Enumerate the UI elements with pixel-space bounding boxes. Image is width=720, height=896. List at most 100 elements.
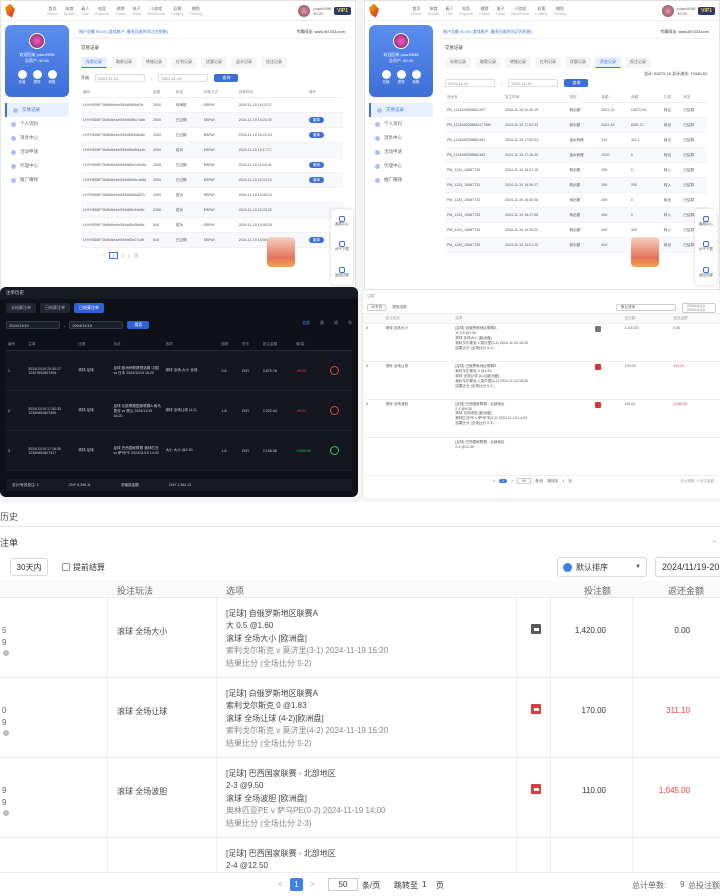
date-range-input[interactable]: 2024/11/19-2024/11/19 (682, 302, 716, 313)
sidebar-item-promote[interactable]: 推广赚钱 (369, 173, 433, 187)
date-to-input[interactable]: 2024/11/19 (69, 321, 124, 329)
nav-item-1[interactable]: 体育 Sports (64, 6, 76, 16)
pager-item-1[interactable]: 1 (499, 479, 508, 483)
transfer-button[interactable]: 转账 (411, 70, 421, 85)
days-filter-button[interactable]: 30天内 (10, 558, 48, 576)
promo-mascot-image[interactable] (631, 237, 659, 267)
pager-item-2[interactable]: > (511, 479, 514, 483)
pager-item-3[interactable]: 50 (517, 478, 532, 484)
search-button[interactable]: 查询 (214, 74, 239, 82)
result-tab-0[interactable]: 全部 (302, 320, 310, 325)
tab-0[interactable]: 存款记录 (81, 57, 107, 68)
tab-1[interactable]: 已结算注单 (40, 303, 70, 313)
pager-item-3[interactable]: > (127, 253, 131, 258)
back-to-top-button[interactable]: 返回顶部 (335, 266, 349, 278)
customer-service-button[interactable]: 客服中心 (699, 216, 713, 227)
date-to-input[interactable]: 2024-11-19 (158, 74, 209, 82)
nav-item-1[interactable]: 体育 Sports (428, 6, 440, 16)
sidebar-item-agent[interactable]: 代理中心 (5, 159, 69, 173)
back-to-top-button[interactable]: 返回顶部 (699, 266, 713, 278)
nav-item-6[interactable]: 小游戏 MiniGame (147, 6, 165, 16)
pager-item-5[interactable]: 跳转至 (547, 478, 559, 483)
receipt-icon[interactable] (531, 784, 541, 794)
cancel-button[interactable]: 撤单 (308, 116, 324, 123)
tab-4[interactable]: 优惠记录 (201, 57, 227, 68)
customer-service-button[interactable]: 客服中心 (335, 216, 349, 227)
nav-item-5[interactable]: 电子 Slots (496, 6, 505, 16)
prev-page-button[interactable]: < (278, 880, 283, 889)
sidebar-item-transactions[interactable]: 交易记录 (369, 103, 433, 117)
tab-3[interactable]: 红利记录 (535, 57, 561, 68)
result-tab-2[interactable]: 输 (334, 320, 338, 325)
sidebar-item-profile[interactable]: 个人资料 (369, 117, 433, 131)
deposit-button[interactable]: 充值 (381, 70, 391, 85)
tab-5[interactable]: 返水记录 (231, 57, 257, 68)
pager-item-7[interactable]: 页 (568, 478, 572, 483)
nav-item-7[interactable]: 彩票 Lottery (171, 6, 183, 16)
tab-2[interactable]: 已结算注单 (74, 303, 104, 313)
cancel-button[interactable]: 撤单 (308, 161, 324, 168)
sort-select[interactable]: 默认排序 ▼ (557, 557, 647, 577)
date-to-input[interactable]: 2024-11-19 (508, 79, 559, 87)
transfer-button[interactable]: 转账 (47, 70, 57, 85)
avatar[interactable] (662, 4, 675, 17)
nav-item-3[interactable]: 电竞 Esports (95, 6, 109, 16)
user-info[interactable]: pdan9598 ¥0.00 VIP1 (298, 4, 351, 17)
receipt-icon[interactable] (531, 624, 541, 634)
sidebar-item-activity[interactable]: 活动申请 (5, 145, 69, 159)
status-circle-icon[interactable] (330, 445, 340, 455)
sidebar-item-activity[interactable]: 活动申请 (369, 145, 433, 159)
deposit-button[interactable]: 充值 (17, 70, 27, 85)
pager-item-2[interactable]: 2 (121, 253, 124, 258)
receipt-icon[interactable] (531, 704, 541, 714)
avatar[interactable] (393, 33, 409, 49)
early-settle-checkbox[interactable]: 提前结算 (392, 305, 407, 309)
promo-mascot-image[interactable] (267, 237, 295, 267)
result-tab-3[interactable]: 和 (348, 320, 352, 325)
status-circle-icon[interactable] (330, 365, 340, 375)
date-from-input[interactable]: 2024-11-12 (445, 79, 495, 87)
tab-6[interactable]: 投注记录 (625, 57, 651, 68)
app-download-button[interactable]: APP下载 (335, 241, 349, 252)
pager-item-1[interactable]: 1 (109, 252, 118, 259)
date-range-input[interactable]: 2024/11/19-2024 (655, 557, 720, 577)
pager-item-4[interactable]: 页 (134, 252, 139, 258)
result-tab-1[interactable]: 赢 (320, 320, 324, 325)
pager-item-6[interactable]: 1 (562, 479, 565, 483)
early-settle-checkbox[interactable]: 提前结算 (62, 562, 105, 573)
tab-4[interactable]: 优惠记录 (565, 57, 591, 68)
sidebar-item-messages[interactable]: 消息中心 (369, 131, 433, 145)
nav-item-2[interactable]: 真人 Live (445, 6, 453, 16)
pager-item-0[interactable]: < (103, 253, 106, 258)
cancel-button[interactable]: 撤单 (308, 176, 324, 183)
tab-5[interactable]: 资金记录 (595, 57, 621, 68)
user-info[interactable]: pdan9598 ¥0.00 VIP1 (662, 4, 715, 17)
status-circle-icon[interactable] (330, 405, 340, 415)
tab-0[interactable]: 存款记录 (445, 57, 471, 68)
jump-input[interactable]: 1 (422, 880, 427, 889)
nav-item-0[interactable]: 首页 Home (47, 6, 58, 16)
search-button[interactable]: 查询 (564, 79, 589, 87)
nav-item-3[interactable]: 电竞 Esports (459, 6, 473, 16)
withdraw-button[interactable]: 提现 (396, 70, 406, 85)
cancel-button[interactable]: 撤单 (308, 236, 324, 243)
sidebar-item-promote[interactable]: 推广赚钱 (5, 173, 69, 187)
sidebar-item-transactions[interactable]: 交易记录 (5, 103, 69, 117)
receipt-icon[interactable] (595, 402, 602, 408)
sort-select[interactable]: 默认排序 (616, 304, 676, 311)
tab-6[interactable]: 投注记录 (261, 57, 287, 68)
site-logo[interactable] (369, 3, 401, 19)
nav-item-4[interactable]: 棋牌 Chess (115, 6, 126, 16)
withdraw-button[interactable]: 提现 (32, 70, 42, 85)
sidebar-item-agent[interactable]: 代理中心 (369, 159, 433, 173)
next-page-button[interactable]: > (310, 880, 315, 889)
copy-icon[interactable] (3, 810, 9, 816)
nav-item-2[interactable]: 真人 Live (81, 6, 89, 16)
nav-item-8[interactable]: 捕鱼 Fishing (190, 6, 203, 16)
copy-icon[interactable] (3, 730, 9, 736)
pager-item-4[interactable]: 条/页 (535, 478, 544, 483)
sidebar-item-messages[interactable]: 消息中心 (5, 131, 69, 145)
tab-1[interactable]: 取款记录 (111, 57, 137, 68)
nav-item-8[interactable]: 捕鱼 Fishing (554, 6, 567, 16)
tab-2[interactable]: 转账记录 (141, 57, 167, 68)
